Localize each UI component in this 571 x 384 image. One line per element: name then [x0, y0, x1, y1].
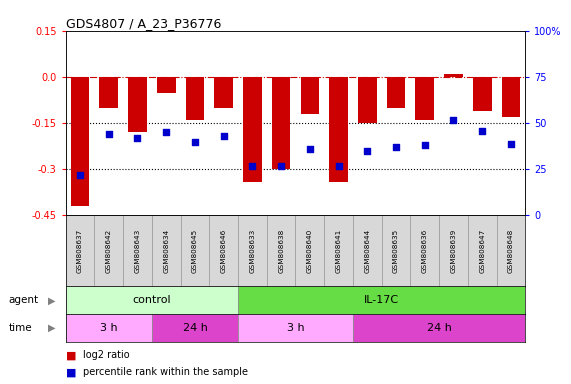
Text: time: time — [9, 323, 32, 333]
Text: 24 h: 24 h — [427, 323, 452, 333]
Bar — [128, 77, 147, 132]
Text: GSM808636: GSM808636 — [422, 229, 428, 273]
Point — [420, 142, 429, 149]
Bar — [300, 77, 319, 114]
Bar — [66, 286, 238, 314]
Text: GSM808648: GSM808648 — [508, 229, 514, 273]
Bar — [387, 77, 405, 108]
Bar — [243, 77, 262, 182]
Bar — [123, 215, 152, 286]
Bar — [71, 77, 90, 206]
Point — [190, 139, 199, 145]
Text: GSM808633: GSM808633 — [250, 229, 255, 273]
Bar — [180, 215, 210, 286]
Text: GSM808646: GSM808646 — [220, 229, 227, 273]
Bar — [238, 286, 525, 314]
Text: GSM808635: GSM808635 — [393, 229, 399, 273]
Text: GSM808641: GSM808641 — [336, 229, 341, 273]
Bar — [99, 77, 118, 108]
Bar — [66, 215, 94, 286]
Text: GDS4807 / A_23_P36776: GDS4807 / A_23_P36776 — [66, 17, 221, 30]
Text: ▶: ▶ — [47, 323, 55, 333]
Text: GSM808644: GSM808644 — [364, 229, 371, 273]
Text: agent: agent — [9, 295, 39, 305]
Text: GSM808645: GSM808645 — [192, 229, 198, 273]
Text: ▶: ▶ — [47, 295, 55, 305]
Bar — [497, 215, 525, 286]
Bar — [358, 77, 377, 123]
Bar — [267, 215, 296, 286]
Bar — [66, 314, 152, 342]
Bar — [444, 74, 463, 77]
Bar — [152, 215, 180, 286]
Point — [449, 116, 458, 122]
Point — [104, 131, 113, 137]
Point — [219, 133, 228, 139]
Bar — [473, 77, 492, 111]
Bar — [353, 215, 381, 286]
Bar — [94, 215, 123, 286]
Bar — [411, 215, 439, 286]
Text: control: control — [132, 295, 171, 305]
Point — [248, 162, 257, 169]
Text: GSM808634: GSM808634 — [163, 229, 169, 273]
Text: GSM808638: GSM808638 — [278, 229, 284, 273]
Text: ■: ■ — [66, 367, 76, 377]
Bar — [186, 77, 204, 120]
Text: 3 h: 3 h — [287, 323, 304, 333]
Point — [276, 162, 286, 169]
Text: GSM808643: GSM808643 — [135, 229, 140, 273]
Point — [392, 144, 401, 150]
Point — [305, 146, 315, 152]
Text: 24 h: 24 h — [183, 323, 207, 333]
Bar — [468, 215, 497, 286]
Point — [363, 148, 372, 154]
Text: log2 ratio: log2 ratio — [83, 350, 130, 360]
Bar — [214, 77, 233, 108]
Bar — [238, 215, 267, 286]
Bar — [152, 314, 238, 342]
Point — [506, 141, 516, 147]
Point — [75, 172, 85, 178]
Bar — [272, 77, 291, 169]
Bar — [381, 215, 411, 286]
Text: percentile rank within the sample: percentile rank within the sample — [83, 367, 248, 377]
Bar — [329, 77, 348, 182]
Text: ■: ■ — [66, 350, 76, 360]
Point — [133, 135, 142, 141]
Text: GSM808637: GSM808637 — [77, 229, 83, 273]
Text: GSM808640: GSM808640 — [307, 229, 313, 273]
Bar — [210, 215, 238, 286]
Point — [334, 162, 343, 169]
Text: IL-17C: IL-17C — [364, 295, 399, 305]
Text: GSM808647: GSM808647 — [479, 229, 485, 273]
Bar — [501, 77, 520, 117]
Bar — [324, 215, 353, 286]
Bar — [296, 215, 324, 286]
Point — [478, 127, 487, 134]
Bar — [416, 77, 434, 120]
Bar — [353, 314, 525, 342]
Text: GSM808642: GSM808642 — [106, 229, 112, 273]
Bar — [157, 77, 175, 93]
Point — [162, 129, 171, 136]
Text: 3 h: 3 h — [100, 323, 118, 333]
Text: GSM808639: GSM808639 — [451, 229, 456, 273]
Bar — [238, 314, 353, 342]
Bar — [439, 215, 468, 286]
